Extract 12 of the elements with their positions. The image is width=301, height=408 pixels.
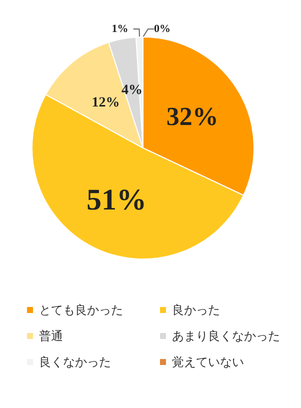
legend-label: 良くなかった	[39, 355, 111, 369]
data-label: 4%	[122, 83, 143, 98]
data-label: 32%	[166, 102, 218, 132]
legend-label: 覚えていない	[172, 355, 244, 369]
legend-label: とても良かった	[39, 303, 123, 317]
legend-label: あまり良くなかった	[172, 329, 280, 343]
legend-label: 良かった	[172, 303, 220, 317]
data-label: 1%	[112, 23, 128, 36]
data-label: 51%	[86, 184, 146, 217]
data-label: 12%	[92, 95, 120, 110]
text: 0%	[154, 23, 170, 35]
legend-label: 普通	[39, 329, 63, 343]
